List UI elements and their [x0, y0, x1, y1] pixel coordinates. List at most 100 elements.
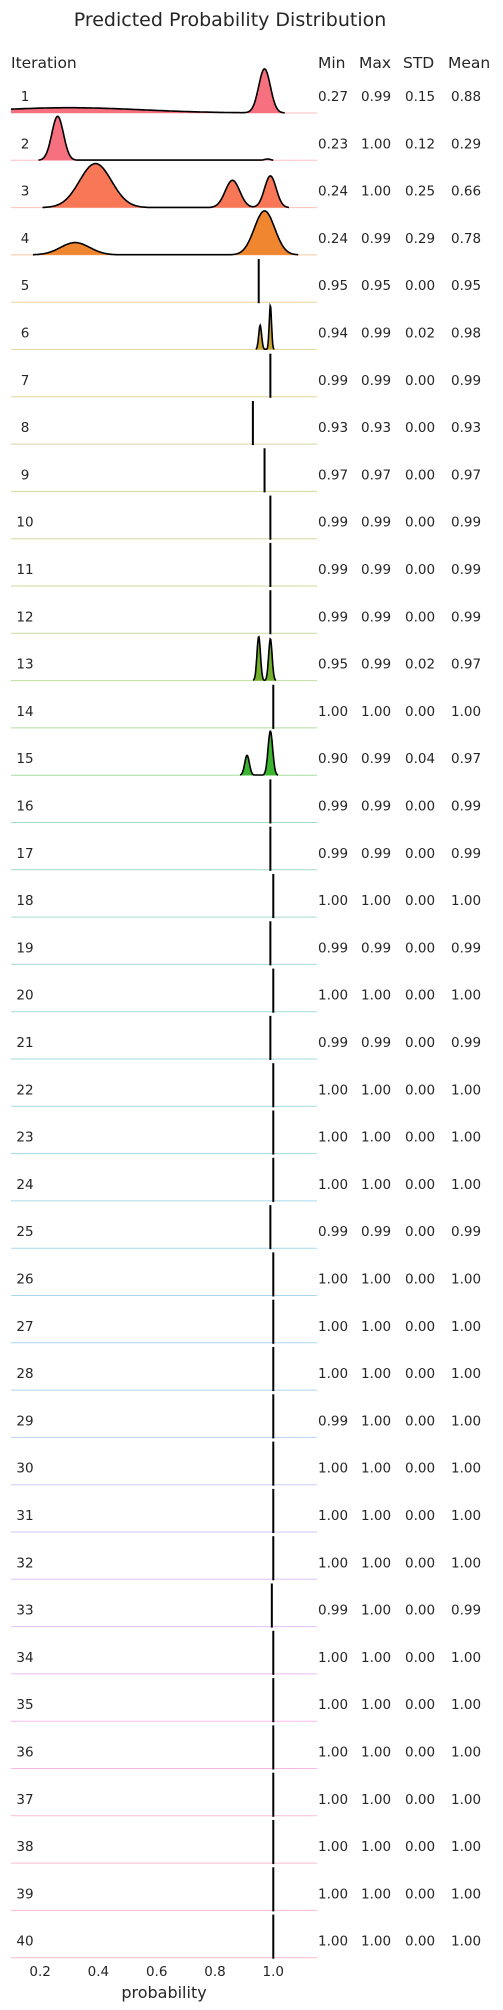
min-header: Min	[318, 54, 346, 72]
max-value: 0.99	[361, 657, 391, 673]
min-value: 0.24	[318, 231, 348, 247]
density-fill	[11, 68, 285, 113]
min-value: 1.00	[318, 1886, 348, 1902]
std-value: 0.25	[405, 184, 435, 200]
std-value: 0.00	[405, 1082, 435, 1098]
min-value: 1.00	[318, 1697, 348, 1713]
min-value: 0.99	[318, 1224, 348, 1240]
std-value: 0.00	[405, 1035, 435, 1051]
min-value: 1.00	[318, 1082, 348, 1098]
min-value: 1.00	[318, 1461, 348, 1477]
max-value: 1.00	[361, 1555, 391, 1571]
x-axis-label: probability	[121, 1983, 206, 2002]
iteration-label: 39	[16, 1886, 33, 1902]
std-value: 0.00	[405, 1697, 435, 1713]
std-value: 0.02	[405, 326, 435, 342]
density-fill	[253, 636, 276, 681]
std-header: STD	[403, 54, 434, 72]
ridge-row: 20 1.00 1.00 0.00 1.00	[11, 968, 481, 1013]
ridge-row: 13 0.95 0.99 0.02 0.97	[11, 635, 481, 682]
iteration-label: 32	[16, 1555, 33, 1571]
std-value: 0.15	[405, 89, 435, 105]
ridge-row: 37 1.00 1.00 0.00 1.00	[11, 1772, 481, 1817]
min-value: 0.94	[318, 326, 348, 342]
min-value: 0.99	[318, 609, 348, 625]
min-value: 1.00	[318, 1934, 348, 1950]
ridge-row: 21 0.99 0.99 0.00 0.99	[11, 1015, 481, 1060]
mean-value: 1.00	[451, 988, 481, 1004]
density-outline	[10, 68, 285, 114]
std-value: 0.00	[405, 1792, 435, 1808]
max-value: 1.00	[361, 1792, 391, 1808]
std-value: 0.00	[405, 1413, 435, 1429]
max-value: 0.99	[361, 799, 391, 815]
ridge-row: 25 0.99 0.99 0.00 0.99	[11, 1205, 481, 1250]
iteration-header: Iteration	[11, 54, 77, 72]
min-value: 0.99	[318, 373, 348, 389]
mean-value: 0.99	[451, 1035, 481, 1051]
ridge-row: 8 0.93 0.93 0.00 0.93	[11, 400, 481, 446]
mean-value: 1.00	[451, 1792, 481, 1808]
mean-value: 1.00	[451, 1130, 481, 1146]
iteration-label: 27	[16, 1319, 33, 1335]
ridge-row: 18 1.00 1.00 0.00 1.00	[11, 873, 481, 919]
min-value: 1.00	[318, 1272, 348, 1288]
max-value: 1.00	[361, 1082, 391, 1098]
mean-value: 1.00	[451, 704, 481, 720]
density-outline	[42, 162, 289, 209]
ridge-row: 27 1.00 1.00 0.00 1.00	[11, 1299, 481, 1344]
max-value: 0.99	[361, 89, 391, 105]
min-value: 0.93	[318, 420, 348, 436]
ridge-row: 7 0.99 0.99 0.00 0.99	[11, 353, 481, 398]
ridge-row: 33 0.99 1.00 0.00 0.99	[11, 1583, 481, 1628]
density-fill	[38, 116, 274, 161]
ridge-row: 1 0.27 0.99 0.15 0.88	[10, 68, 481, 114]
iteration-label: 38	[16, 1839, 33, 1855]
mean-value: 1.00	[451, 1272, 481, 1288]
iteration-label: 1	[21, 89, 30, 105]
max-value: 1.00	[361, 1130, 391, 1146]
min-value: 0.23	[318, 136, 348, 152]
iteration-label: 18	[16, 893, 33, 909]
mean-value: 0.99	[451, 1224, 481, 1240]
min-value: 1.00	[318, 1555, 348, 1571]
min-value: 1.00	[318, 1745, 348, 1761]
iteration-label: 21	[16, 1035, 33, 1051]
iteration-label: 36	[16, 1745, 33, 1761]
max-value: 1.00	[361, 1461, 391, 1477]
std-value: 0.00	[405, 1886, 435, 1902]
x-tick-label: 0.2	[29, 1964, 50, 1980]
max-value: 1.00	[361, 1272, 391, 1288]
std-value: 0.00	[405, 1555, 435, 1571]
ridge-row: 19 0.99 0.99 0.00 0.99	[11, 921, 481, 966]
min-value: 1.00	[318, 988, 348, 1004]
iteration-label: 11	[16, 562, 33, 578]
ridge-row: 10 0.99 0.99 0.00 0.99	[11, 495, 481, 540]
x-axis: 0.2 0.4 0.6 0.8 1.0	[29, 1964, 284, 1980]
std-value: 0.00	[405, 988, 435, 1004]
max-value: 0.99	[361, 846, 391, 862]
max-value: 1.00	[361, 1650, 391, 1666]
ridge-row: 15 0.90 0.99 0.04 0.97	[11, 730, 481, 776]
mean-value: 1.00	[451, 1886, 481, 1902]
min-value: 0.99	[318, 1035, 348, 1051]
mean-value: 0.88	[451, 89, 481, 105]
iteration-label: 29	[16, 1413, 33, 1429]
max-value: 0.99	[361, 326, 391, 342]
ridge-row: 9 0.97 0.97 0.00 0.97	[11, 448, 481, 493]
min-value: 0.90	[318, 751, 348, 767]
iteration-label: 17	[16, 846, 33, 862]
max-value: 0.99	[361, 1035, 391, 1051]
std-value: 0.00	[405, 1224, 435, 1240]
ridge-row: 24 1.00 1.00 0.00 1.00	[11, 1157, 481, 1202]
iteration-label: 13	[16, 657, 33, 673]
mean-value: 0.99	[451, 799, 481, 815]
iteration-label: 9	[21, 467, 30, 483]
ridge-row: 38 1.00 1.00 0.00 1.00	[11, 1819, 481, 1865]
ridge-row: 4 0.24 0.99 0.29 0.78	[11, 210, 481, 256]
std-value: 0.00	[405, 1319, 435, 1335]
ridge-row: 34 1.00 1.00 0.00 1.00	[11, 1630, 481, 1675]
mean-value: 1.00	[451, 1555, 481, 1571]
mean-value: 0.78	[451, 231, 481, 247]
